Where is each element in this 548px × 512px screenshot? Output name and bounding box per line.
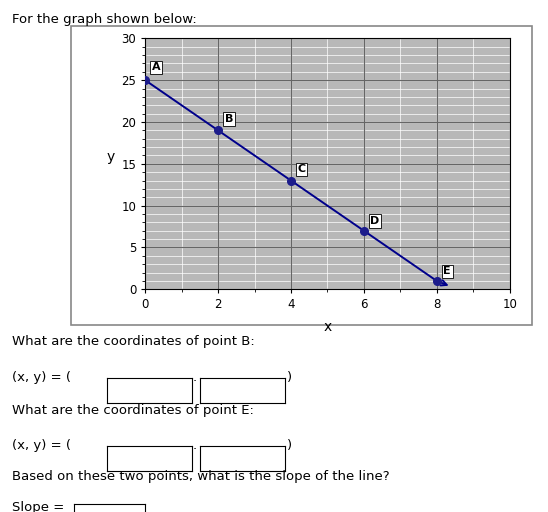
Text: B: B — [225, 114, 233, 124]
Text: .: . — [193, 439, 197, 452]
Text: For the graph shown below:: For the graph shown below: — [12, 13, 197, 26]
Text: ): ) — [287, 439, 292, 452]
Text: ): ) — [287, 371, 292, 384]
Text: Based on these two points, what is the slope of the line?: Based on these two points, what is the s… — [12, 470, 390, 483]
Y-axis label: y: y — [106, 150, 115, 164]
Text: What are the coordinates of point B:: What are the coordinates of point B: — [12, 335, 255, 348]
Text: .: . — [193, 371, 197, 384]
Text: A: A — [152, 62, 161, 72]
Text: E: E — [443, 266, 451, 276]
Text: What are the coordinates of point E:: What are the coordinates of point E: — [12, 404, 254, 417]
Text: (x, y) = (: (x, y) = ( — [12, 439, 71, 452]
Text: (x, y) = (: (x, y) = ( — [12, 371, 71, 384]
X-axis label: x: x — [323, 319, 332, 334]
Text: D: D — [370, 216, 380, 226]
Text: C: C — [298, 164, 306, 174]
Text: Slope =: Slope = — [12, 501, 64, 512]
